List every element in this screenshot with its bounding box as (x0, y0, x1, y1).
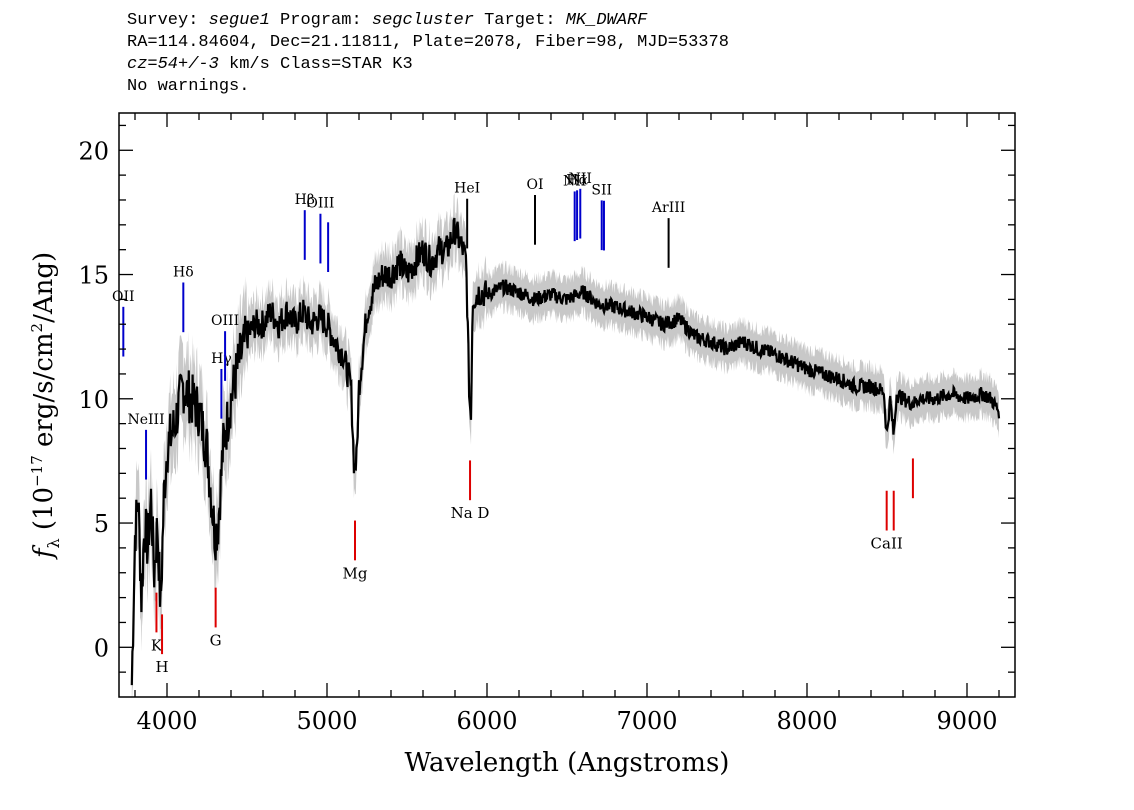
emission-line-label: OIII (211, 313, 239, 329)
emission-line-label: NII (563, 173, 586, 189)
emission-line-label: NeIII (127, 412, 164, 428)
program-label: Program: (280, 11, 362, 30)
x-tick-label: 9000 (936, 707, 997, 735)
x-tick-label: 5000 (296, 707, 357, 735)
x-axis-ticks: 4000 5000 6000 7000 8000 9000 (134, 113, 1000, 735)
spectrum-line (130, 217, 1001, 686)
x-tick-label: 4000 (136, 707, 197, 735)
plot-frame (118, 112, 1016, 698)
y-axis-label: fλ (10−17 erg/s/cm2/Ang) (28, 252, 63, 560)
svg-text:fλ (10−17 erg/s/cm2/Ang): fλ (10−17 erg/s/cm2/Ang) (28, 252, 63, 560)
absorption-line-label: K (151, 636, 163, 654)
program-value: segcluster (371, 11, 474, 30)
header-line-survey: Survey: segue1 Program: segcluster Targe… (127, 10, 1027, 32)
emission-line-label: ArIII (651, 200, 685, 216)
emission-line-label: Hγ (211, 351, 232, 367)
y-tick-label: 10 (78, 386, 109, 414)
x-axis-label: Wavelength (Angstroms) (405, 748, 730, 778)
y-tick-label: 0 (94, 634, 109, 662)
header-line-coordinates: RA=114.84604, Dec=21.11811, Plate=2078, … (127, 33, 729, 52)
absorption-line-label: Mg (343, 564, 368, 582)
class-text: km/s Class=STAR K3 (229, 55, 413, 74)
emission-line-label: OIII (306, 196, 334, 212)
x-tick-label: 6000 (456, 707, 517, 735)
emission-line-label: HeI (454, 181, 480, 197)
spectrum-series (130, 217, 1001, 686)
absorption-line-label: G (210, 631, 222, 649)
emission-line-label: SII (591, 182, 612, 198)
emission-line-label: OI (526, 177, 543, 193)
y-tick-label: 5 (94, 510, 109, 538)
spectrum-header: Survey: segue1 Program: segcluster Targe… (127, 10, 1027, 98)
emission-line-label: Hβ (295, 192, 315, 208)
survey-label: Survey: (127, 11, 199, 30)
survey-value: segue1 (208, 11, 270, 30)
error-band-area (131, 193, 999, 697)
emission-line-label: Hα (566, 172, 588, 188)
y-tick-label: 20 (78, 137, 109, 165)
y-tick-label: 15 (78, 262, 109, 290)
target-label: Target: (484, 11, 556, 30)
target-value: MK_DWARF (565, 11, 648, 30)
absorption-line-label: H (155, 658, 168, 676)
emission-line-label: Hδ (173, 264, 194, 280)
absorption-line-label: CaII (871, 534, 903, 552)
emission-line-label: NII (569, 171, 592, 187)
x-tick-label: 8000 (776, 707, 837, 735)
absorption-line-label: Na D (451, 504, 490, 522)
emission-line-label: OII (112, 289, 135, 305)
header-line-redshift: cz=54+/-3 km/s Class=STAR K3 (127, 54, 1027, 76)
error-band (131, 193, 999, 697)
cz-value: cz=54+/-3 (127, 55, 219, 74)
header-line-warnings: No warnings. (127, 77, 250, 96)
x-tick-label: 7000 (616, 707, 677, 735)
y-axis-ticks: 0 5 10 15 20 (78, 124, 1015, 673)
